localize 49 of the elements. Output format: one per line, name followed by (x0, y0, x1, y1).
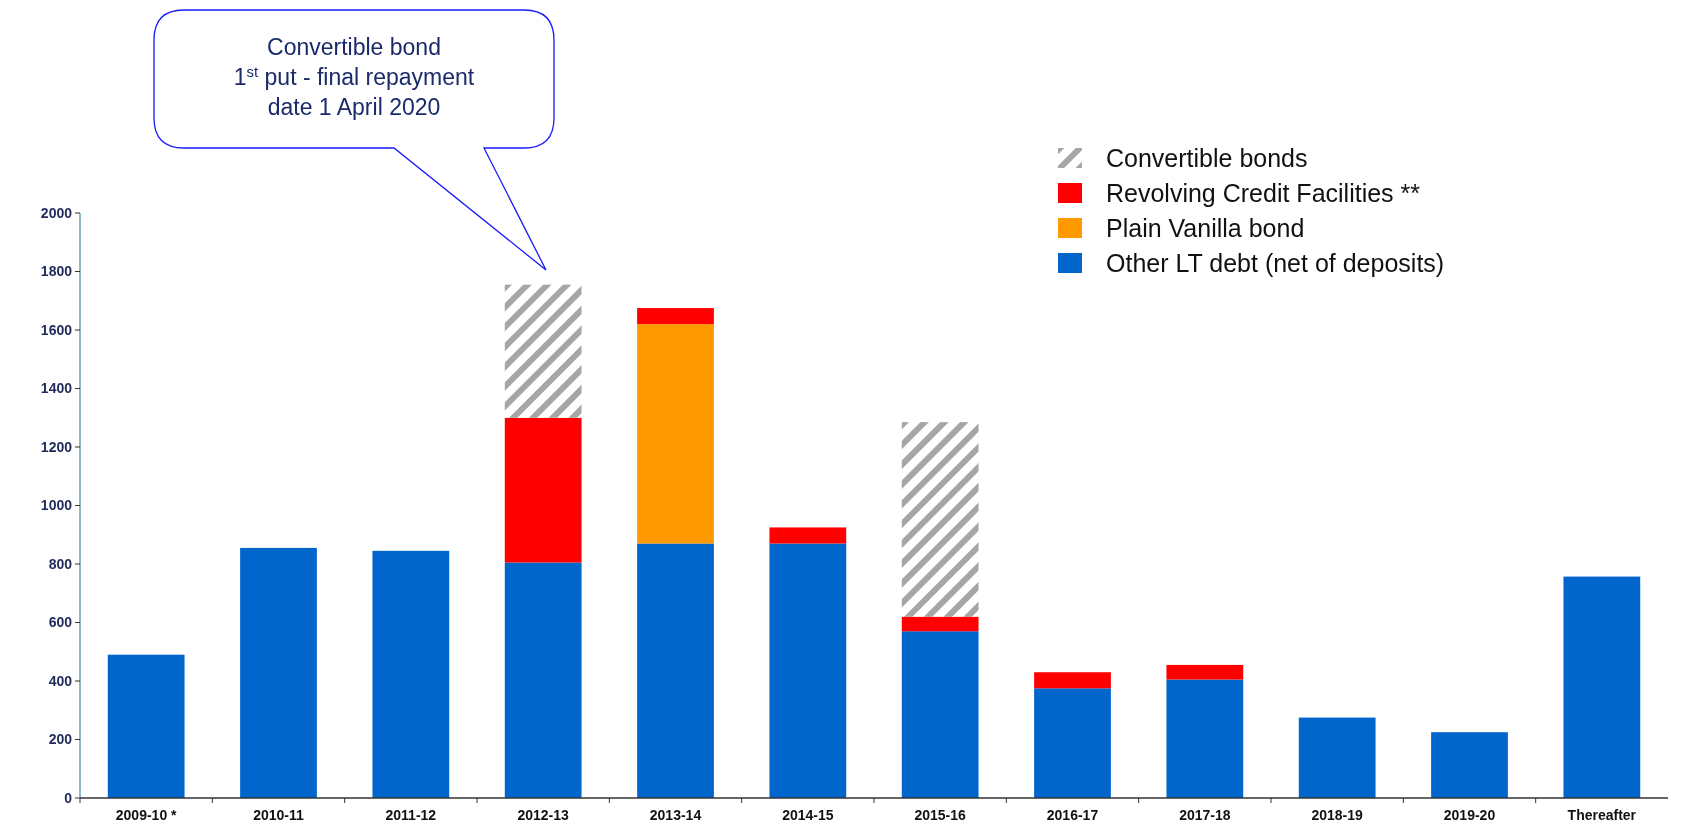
bar (1166, 679, 1244, 798)
x-tick-label: 2014-15 (782, 807, 834, 823)
bar (637, 543, 714, 798)
y-tick-label: 600 (48, 614, 73, 631)
x-tick-label: 2015-16 (914, 807, 967, 823)
bar (1034, 672, 1111, 689)
bar (901, 422, 979, 617)
bar (107, 654, 185, 798)
bar (1563, 576, 1641, 798)
bar (372, 550, 450, 798)
x-tick-label: 2018-19 (1311, 807, 1364, 823)
bar (240, 547, 317, 798)
bar (1034, 688, 1111, 798)
y-tick-label: 1400 (40, 380, 73, 397)
legend-label: Revolving Credit Facilities ** (1106, 178, 1421, 207)
bar (901, 631, 979, 798)
bar (504, 562, 582, 798)
y-tick-label: 1200 (40, 438, 73, 455)
bar (901, 616, 979, 632)
legend-label: Plain Vanilla bond (1106, 213, 1305, 242)
x-tick-label: Thereafter (1567, 807, 1637, 823)
text: Convertible bond 1$^{st}$ put - final repayment date 1 April 2020 (233, 34, 475, 120)
bar (769, 527, 847, 544)
bar (1166, 664, 1244, 680)
x-tick-label: 2017-18 (1179, 807, 1231, 823)
y-tick-label: 800 (48, 555, 73, 572)
y-tick-label: 0 (64, 789, 73, 806)
legend-label: Convertible bonds (1106, 143, 1308, 172)
x-tick-label: 2019-20 (1443, 807, 1496, 823)
x-tick-label: 2010-11 (253, 807, 305, 823)
x-tick-label: 2012-13 (517, 807, 570, 823)
y-tick-label: 200 (48, 731, 73, 748)
y-tick-label: 1800 (40, 263, 73, 280)
x-tick-label: 2016-17 (1046, 807, 1099, 823)
x-tick-label: 2009-10 * (115, 807, 178, 823)
bar (1298, 717, 1376, 798)
y-tick-label: 1600 (40, 321, 73, 338)
y-tick-label: 1000 (40, 497, 73, 514)
bar (637, 308, 714, 325)
bar (769, 543, 847, 798)
x-tick-label: 2013-14 (649, 807, 702, 823)
y-tick-label: 2000 (40, 204, 73, 221)
y-tick-label: 400 (48, 672, 73, 689)
x-tick-label: 2011-12 (385, 807, 437, 823)
bar (637, 324, 714, 544)
legend-label: Other LT debt (net of deposits) (1106, 248, 1445, 277)
bar (1431, 732, 1508, 798)
bar (504, 284, 582, 418)
bar (504, 417, 582, 563)
